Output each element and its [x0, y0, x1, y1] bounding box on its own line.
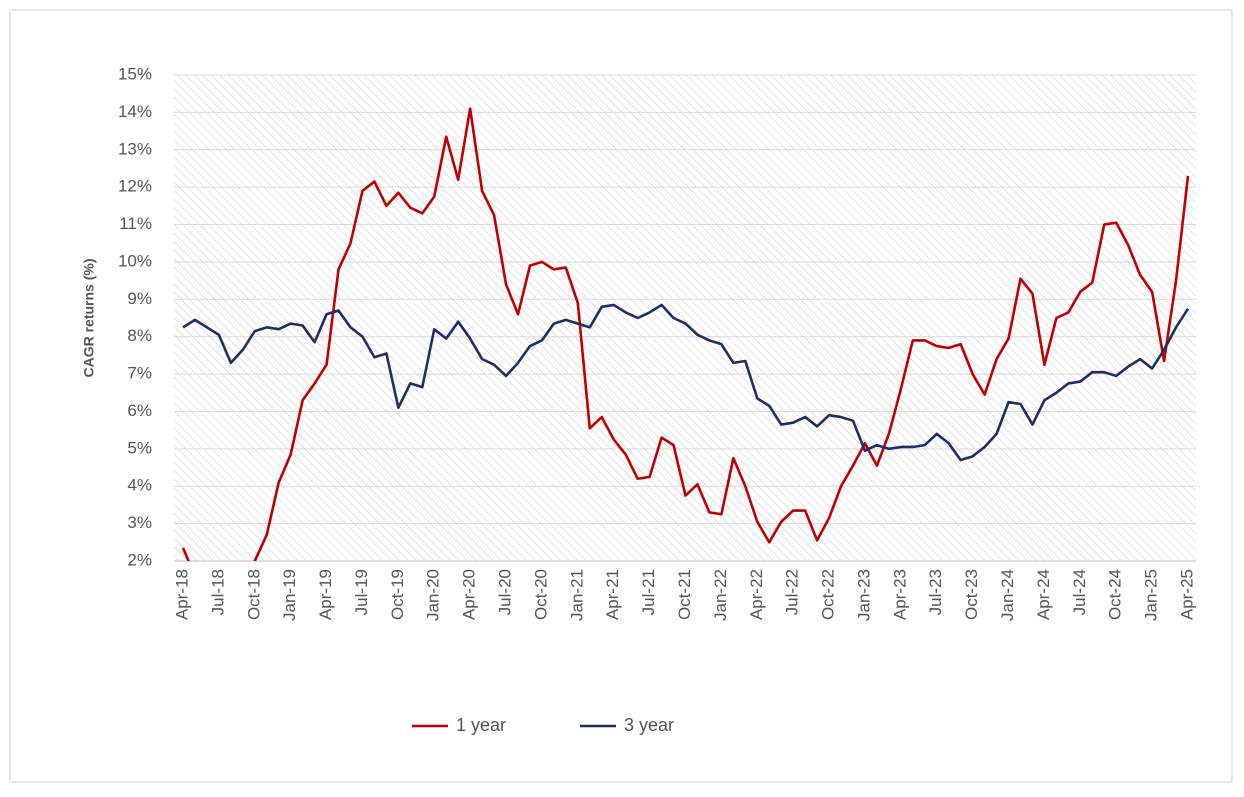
x-tick-label: Apr-20 [460, 569, 479, 620]
x-tick-label: Jul-18 [208, 569, 227, 615]
x-tick-label: Apr-18 [172, 569, 191, 620]
line-series [182, 303, 1190, 462]
legend-label: 1 year [456, 715, 506, 735]
y-tick-label: 3% [127, 513, 152, 532]
y-tick-label: 6% [127, 401, 152, 420]
x-tick-label: Jul-23 [926, 569, 945, 615]
x-tick-label: Jul-24 [1070, 569, 1089, 615]
y-axis-label: CAGR returns (%) [81, 258, 97, 377]
y-tick-label: 9% [127, 289, 152, 308]
x-tick-label: Jul-19 [352, 569, 371, 615]
x-tick-label: Apr-24 [1034, 569, 1053, 620]
y-tick-label: 10% [118, 251, 152, 270]
x-tick-label: Jan-21 [567, 569, 586, 621]
x-tick-label: Jul-22 [783, 569, 802, 615]
line-series [181, 107, 1190, 561]
x-tick-label: Jan-23 [854, 569, 873, 621]
x-tick-label: Oct-18 [244, 569, 263, 620]
x-tick-label: Jan-24 [998, 569, 1017, 621]
x-tick-label: Apr-19 [316, 569, 335, 620]
x-tick-label: Jan-22 [711, 569, 730, 621]
y-tick-label: 8% [127, 326, 152, 345]
x-tick-label: Oct-20 [531, 569, 550, 620]
x-tick-label: Jan-25 [1142, 569, 1161, 621]
x-tick-label: Oct-23 [962, 569, 981, 620]
legend-label: 3 year [624, 715, 674, 735]
x-tick-label: Oct-24 [1106, 569, 1125, 620]
y-tick-label: 2% [127, 550, 152, 569]
x-tick-label: Apr-25 [1177, 569, 1196, 620]
x-tick-label: Oct-22 [819, 569, 838, 620]
y-tick-label: 5% [127, 438, 152, 457]
y-tick-label: 14% [118, 102, 152, 121]
x-tick-label: Jul-20 [496, 569, 515, 615]
y-tick-label: 12% [118, 177, 152, 196]
y-tick-label: 11% [119, 214, 152, 233]
x-tick-label: Jul-21 [639, 569, 658, 615]
x-tick-label: Oct-19 [388, 569, 407, 620]
y-tick-label: 13% [118, 139, 152, 158]
x-tick-label: Jan-20 [424, 569, 443, 621]
x-tick-label: Jan-19 [280, 569, 299, 621]
y-tick-label: 4% [127, 476, 152, 495]
x-tick-label: Apr-22 [747, 569, 766, 620]
x-tick-label: Apr-23 [890, 569, 909, 620]
x-tick-label: Apr-21 [603, 569, 622, 620]
y-tick-label: 15% [118, 64, 152, 83]
x-tick-label: Oct-21 [675, 569, 694, 620]
y-tick-label: 7% [127, 364, 152, 383]
